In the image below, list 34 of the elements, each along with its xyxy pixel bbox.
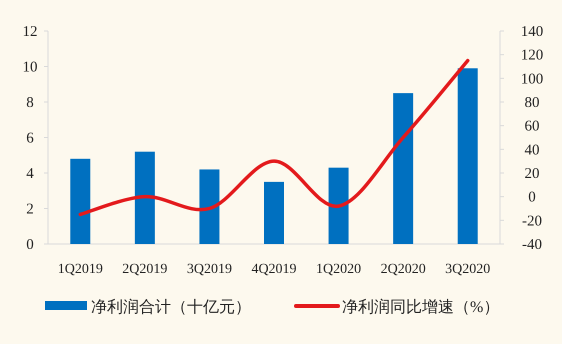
bar xyxy=(393,93,414,244)
line-series xyxy=(78,58,470,216)
y2-tick-label: 60 xyxy=(524,118,540,135)
y-tick-label: 2 xyxy=(26,202,34,218)
y-tick-label: 10 xyxy=(22,60,38,76)
bar xyxy=(134,152,155,244)
y2-tick-label: 0 xyxy=(528,190,536,206)
y2-tick-label: 120 xyxy=(520,48,544,64)
x-tick-label: 1Q2020 xyxy=(316,262,362,277)
y2-tick-label: -20 xyxy=(522,213,542,230)
x-tick-label: 3Q2020 xyxy=(445,262,490,277)
bar xyxy=(264,182,284,244)
bar xyxy=(70,158,90,244)
y2-tick-label: 80 xyxy=(524,95,540,111)
x-tick-label: 3Q2019 xyxy=(186,262,232,277)
bar xyxy=(328,168,349,244)
x-tick-label: 1Q2019 xyxy=(58,262,103,277)
y-tick-label: 4 xyxy=(26,166,34,182)
y2-tick-label: 20 xyxy=(524,166,540,182)
y2-tick-label: -40 xyxy=(522,237,542,253)
y2-tick-label: 100 xyxy=(520,71,544,88)
y2-tick-label: 40 xyxy=(524,142,540,158)
y-tick-label: 0 xyxy=(26,237,34,253)
x-tick-label: 4Q2019 xyxy=(251,262,297,277)
y-tick-label: 8 xyxy=(26,95,34,111)
y-tick-label: 6 xyxy=(26,130,34,146)
bar xyxy=(458,68,478,244)
legend-label: 净利润同比增速（%） xyxy=(342,298,500,316)
y-tick-label: 12 xyxy=(22,24,38,40)
bar xyxy=(199,169,220,244)
x-tick-label: 2Q2020 xyxy=(380,262,426,277)
x-tick-label: 2Q2019 xyxy=(122,262,168,277)
legend-label: 净利润合计（十亿元） xyxy=(91,298,251,316)
y2-tick-label: 140 xyxy=(520,24,544,40)
